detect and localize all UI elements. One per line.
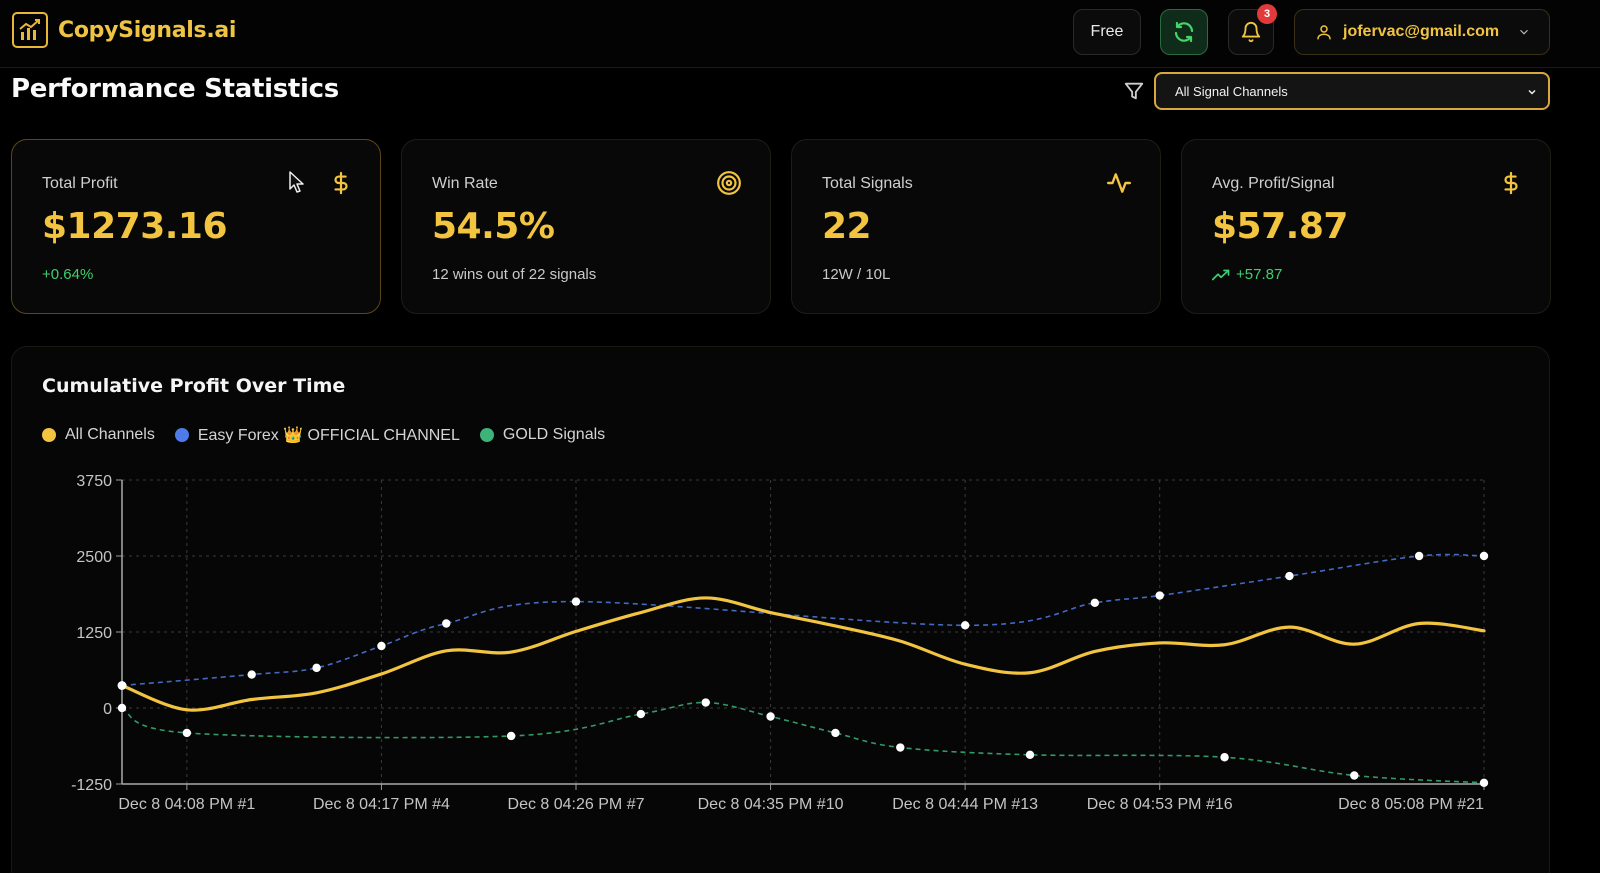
user-email: jofervac@gmail.com bbox=[1343, 23, 1500, 40]
series-line-all-channels bbox=[120, 596, 1486, 712]
chevron-down-icon bbox=[1528, 89, 1536, 95]
legend-label: GOLD Signals bbox=[502, 426, 606, 443]
brand-name: CopySignals.ai bbox=[58, 17, 237, 43]
card-label: Avg. Profit/Signal bbox=[1212, 175, 1335, 192]
trending-up-icon bbox=[1212, 269, 1230, 280]
channel-filter-select[interactable]: All Signal Channels bbox=[1154, 72, 1550, 110]
card-label: Total Profit bbox=[42, 175, 118, 192]
data-point-gold-signals bbox=[701, 698, 710, 707]
chevron-down-icon bbox=[1520, 29, 1528, 35]
chart-title: Cumulative Profit Over Time bbox=[42, 375, 346, 397]
y-tick-label: -1250 bbox=[71, 777, 112, 794]
legend-label: All Channels bbox=[65, 426, 155, 443]
refresh-icon bbox=[1174, 21, 1194, 43]
legend-dot bbox=[479, 428, 494, 442]
data-point-gold-signals bbox=[766, 712, 775, 721]
y-tick-label: 0 bbox=[103, 701, 112, 718]
card-label: Win Rate bbox=[432, 175, 498, 192]
card-change: +0.64% bbox=[42, 266, 93, 283]
data-point-easy-forex bbox=[1090, 598, 1100, 608]
cumulative-profit-chart: -1250 0 1250 2500 3750 Dec 8 04:08 PM #1 Dec 8… bbox=[71, 473, 1489, 813]
y-tick-label: 1250 bbox=[76, 625, 112, 642]
bell-icon bbox=[1241, 22, 1261, 43]
data-point-easy-forex bbox=[960, 621, 970, 630]
data-point-easy-forex bbox=[1414, 551, 1424, 561]
legend-item-all-channels[interactable]: All Channels bbox=[42, 425, 155, 445]
card-subtext-text: 12 wins out of 22 signals bbox=[432, 266, 597, 283]
x-tick-label: Dec 8 04:53 PM #16 bbox=[1087, 796, 1233, 813]
channel-filter-value: All Signal Channels bbox=[1175, 83, 1288, 99]
card-subtext: 12W / 10L bbox=[822, 266, 890, 283]
data-point-easy-forex bbox=[442, 619, 451, 628]
mouse-cursor-icon bbox=[289, 171, 304, 193]
x-tick-label: Dec 8 04:35 PM #10 bbox=[698, 796, 844, 813]
x-tick-label: Dec 8 05:08 PM #21 bbox=[1338, 796, 1484, 813]
legend-label: Easy Forex 👑 OFFICIAL CHANNEL bbox=[197, 427, 460, 444]
activity-icon bbox=[1106, 173, 1132, 193]
y-tick-label: 2500 bbox=[76, 549, 112, 566]
page-title: Performance Statistics bbox=[11, 74, 339, 104]
card-value: $57.87 bbox=[1212, 206, 1348, 247]
data-point-easy-forex bbox=[247, 670, 256, 679]
total-profit-card[interactable]: Total Profit $1273.16 +0.64% bbox=[11, 139, 381, 314]
dollar-icon bbox=[334, 171, 348, 195]
plan-button[interactable]: Free bbox=[1073, 9, 1141, 55]
card-value: 22 bbox=[822, 206, 872, 247]
legend-dot bbox=[42, 428, 56, 442]
chart-logo-icon bbox=[12, 12, 48, 48]
card-change-text: +0.64% bbox=[42, 266, 94, 283]
x-tick-label: Dec 8 04:26 PM #7 bbox=[508, 796, 645, 813]
notifications-button[interactable]: 3 bbox=[1228, 4, 1277, 55]
data-point-easy-forex bbox=[312, 663, 321, 673]
legend-dot bbox=[174, 428, 189, 442]
data-point-gold-signals bbox=[117, 703, 127, 713]
data-point-gold-signals bbox=[636, 709, 646, 719]
data-point-easy-forex bbox=[571, 597, 581, 606]
dollar-icon bbox=[1504, 171, 1518, 195]
card-subtext-text: 12W / 10L bbox=[822, 266, 891, 283]
data-point-gold-signals bbox=[506, 731, 516, 741]
data-point-gold-signals bbox=[831, 728, 840, 738]
top-bar: CopySignals.ai Free 3 jofervac@gmail.com bbox=[0, 0, 1600, 68]
notification-count-badge: 3 bbox=[1257, 4, 1277, 24]
x-tick-label: Dec 8 04:44 PM #13 bbox=[892, 796, 1038, 813]
card-value: $1273.16 bbox=[42, 206, 228, 247]
data-point-easy-forex bbox=[377, 641, 386, 651]
card-value: 54.5% bbox=[432, 206, 555, 247]
x-tick-label: Dec 8 04:08 PM #1 bbox=[118, 796, 255, 813]
data-point-gold-signals bbox=[182, 728, 192, 738]
avg-profit-card[interactable]: Avg. Profit/Signal $57.87 +57.87 bbox=[1181, 139, 1551, 314]
data-point-all-channels bbox=[117, 681, 127, 690]
legend-item-gold-signals[interactable]: GOLD Signals bbox=[479, 425, 606, 445]
data-point-gold-signals bbox=[1479, 778, 1489, 787]
series-line-easy-forex bbox=[121, 553, 1485, 687]
legend-item-easy-forex[interactable]: Easy Forex 👑 OFFICIAL CHANNEL bbox=[174, 425, 460, 445]
total-signals-card[interactable]: Total Signals 22 12W / 10L bbox=[791, 139, 1161, 314]
card-change-text: +57.87 bbox=[1236, 266, 1283, 283]
data-point-easy-forex bbox=[1479, 551, 1489, 561]
y-tick-label: 3750 bbox=[76, 473, 112, 490]
user-icon bbox=[1317, 25, 1331, 40]
x-tick-label: Dec 8 04:17 PM #4 bbox=[313, 796, 450, 813]
data-point-gold-signals bbox=[1350, 771, 1359, 780]
card-label: Total Signals bbox=[822, 175, 913, 192]
sync-button[interactable] bbox=[1160, 9, 1208, 55]
data-point-gold-signals bbox=[1220, 753, 1229, 762]
card-subtext: 12 wins out of 22 signals bbox=[432, 266, 596, 283]
filter-icon bbox=[1124, 82, 1144, 100]
win-rate-card[interactable]: Win Rate 54.5% 12 wins out of 22 signals bbox=[401, 139, 771, 314]
user-menu-button[interactable]: jofervac@gmail.com bbox=[1294, 9, 1550, 55]
data-point-gold-signals bbox=[896, 743, 905, 752]
chart-legend: All Channels Easy Forex 👑 OFFICIAL CHANN… bbox=[42, 425, 605, 445]
data-point-gold-signals bbox=[1025, 750, 1035, 760]
cumulative-profit-chart-panel: Cumulative Profit Over Time All Channels… bbox=[11, 346, 1550, 873]
data-point-easy-forex bbox=[1155, 591, 1164, 600]
card-change: +57.87 bbox=[1212, 266, 1282, 283]
brand[interactable]: CopySignals.ai bbox=[12, 12, 236, 48]
data-point-easy-forex bbox=[1285, 571, 1294, 581]
target-icon bbox=[717, 171, 741, 195]
series-line-gold-signals bbox=[121, 701, 1485, 784]
